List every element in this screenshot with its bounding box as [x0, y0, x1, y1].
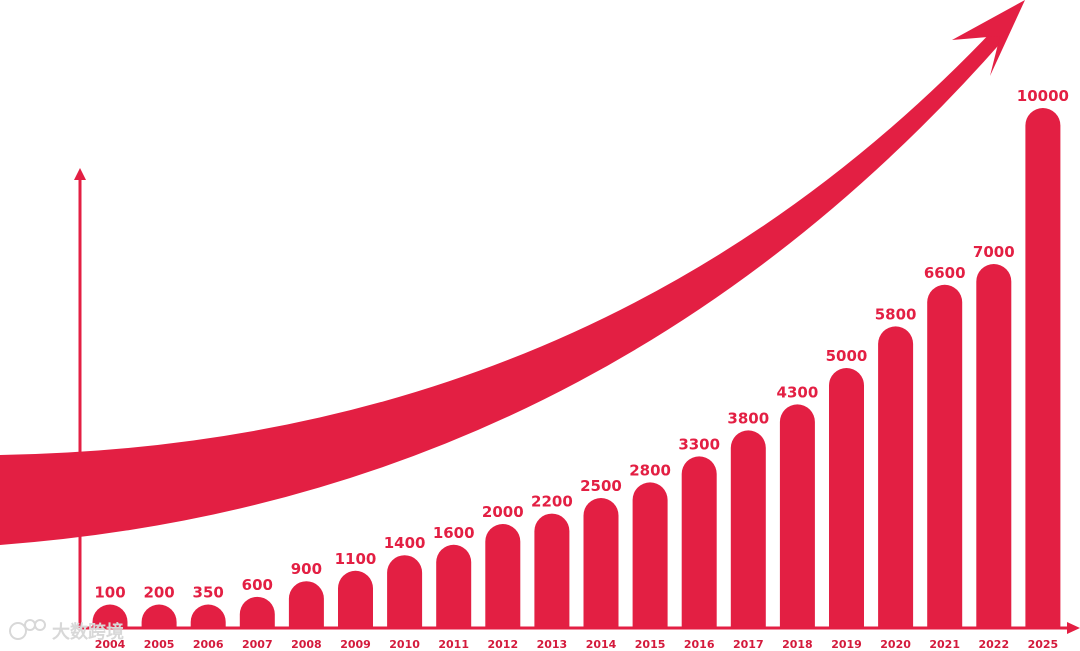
- bar-2004: [92, 604, 128, 628]
- value-label-2009: 1100: [335, 550, 377, 568]
- value-label-2010: 1400: [384, 534, 426, 552]
- value-label-2012: 2000: [482, 503, 524, 521]
- bar-2011: [436, 544, 472, 628]
- value-label-group: 100 200 350 600 900 1100 1400 1600 2000 2200 2500 2…: [94, 87, 1069, 602]
- bar-2018: [779, 404, 815, 628]
- x-tick-label-2016: 2016: [684, 638, 715, 651]
- value-label-2017: 3800: [727, 409, 769, 427]
- x-tick-label-2017: 2017: [733, 638, 764, 651]
- bar-2010: [387, 555, 423, 628]
- value-label-2018: 4300: [777, 383, 819, 401]
- x-tick-label-2009: 2009: [340, 638, 371, 651]
- value-label-2021: 6600: [924, 264, 966, 282]
- bar-2019: [829, 368, 864, 628]
- y-axis-arrowhead: [74, 168, 86, 180]
- x-tick-label-2008: 2008: [291, 638, 322, 651]
- value-label-2008: 900: [291, 560, 322, 578]
- bar-2007: [239, 596, 275, 628]
- trend-arrow-head: [952, 0, 1025, 76]
- value-label-2014: 2500: [580, 477, 622, 495]
- bar-2013: [534, 513, 570, 628]
- value-label-2020: 5800: [875, 305, 917, 323]
- x-tick-label-2006: 2006: [193, 638, 224, 651]
- value-label-2022: 7000: [973, 243, 1015, 261]
- x-tick-label-2025: 2025: [1028, 638, 1059, 651]
- x-tick-label-2011: 2011: [438, 638, 469, 651]
- x-tick-label-2022: 2022: [978, 638, 1009, 651]
- bar-group: [92, 108, 1061, 628]
- watermark-logo-icon: [9, 619, 46, 640]
- value-label-2015: 2800: [629, 461, 671, 479]
- x-tick-label-2013: 2013: [537, 638, 568, 651]
- value-label-2013: 2200: [531, 493, 573, 511]
- value-label-2005: 200: [143, 584, 174, 602]
- trend-arrow-body: [0, 28, 1005, 545]
- x-tick-label-2015: 2015: [635, 638, 666, 651]
- bar-2008: [288, 581, 324, 628]
- x-axis: [80, 622, 1080, 634]
- x-tick-label-2010: 2010: [389, 638, 420, 651]
- x-tick-label-2004: 2004: [95, 638, 126, 651]
- x-tick-label-2012: 2012: [487, 638, 518, 651]
- x-axis-arrowhead: [1067, 622, 1080, 634]
- value-label-2016: 3300: [678, 435, 720, 453]
- x-tick-label-2005: 2005: [144, 638, 175, 651]
- bar-2017: [730, 430, 766, 628]
- bar-2016: [681, 456, 717, 628]
- x-tick-label-2020: 2020: [880, 638, 911, 651]
- x-tick-label-2019: 2019: [831, 638, 862, 651]
- watermark: 大数跨境: [9, 619, 124, 643]
- bar-2005: [141, 604, 177, 628]
- bar-2009: [338, 570, 373, 628]
- tick-label-group: 2004 2005 2006 2007 2008 2009 2010 2011 2012 2013…: [95, 638, 1059, 651]
- value-label-2011: 1600: [433, 524, 475, 542]
- bar-2022: [976, 264, 1012, 628]
- value-label-2019: 5000: [826, 347, 868, 365]
- x-tick-label-2007: 2007: [242, 638, 273, 651]
- bar-2015: [632, 482, 668, 628]
- value-label-2025: 10000: [1017, 87, 1069, 105]
- bar-2006: [190, 604, 226, 628]
- bar-2025: [1025, 108, 1061, 628]
- y-axis: [74, 168, 86, 628]
- bar-2014: [583, 498, 619, 628]
- bar-2012: [485, 524, 521, 628]
- x-tick-label-2014: 2014: [586, 638, 617, 651]
- x-tick-label-2021: 2021: [929, 638, 960, 651]
- bar-2021: [927, 284, 963, 628]
- bar-2020: [878, 326, 914, 628]
- value-label-2007: 600: [242, 576, 273, 594]
- value-label-2006: 350: [193, 584, 224, 602]
- value-label-2004: 100: [94, 584, 125, 602]
- x-tick-label-2018: 2018: [782, 638, 813, 651]
- watermark-text: 大数跨境: [52, 621, 124, 643]
